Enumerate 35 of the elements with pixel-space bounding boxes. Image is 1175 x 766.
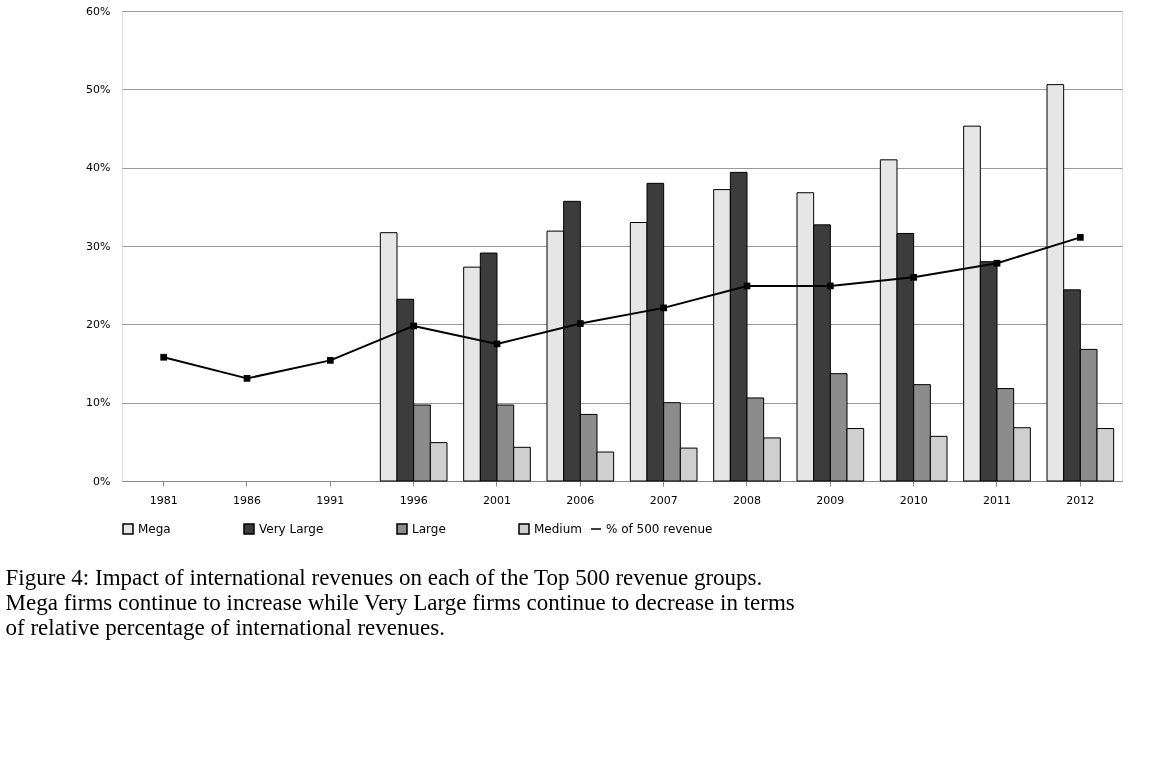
x-tick-label: 1986 [233,493,261,507]
point [993,259,1001,267]
x-tick-label: 2006 [566,493,595,507]
x-tick-label: 2009 [816,493,845,507]
legend-label: Mega [138,522,171,536]
point [910,273,918,281]
x-tick-label: 2001 [483,493,511,507]
x-tick-label: 2012 [1066,493,1095,507]
x-tick-label: 1981 [149,493,178,507]
point [826,282,834,290]
y-tick-label: 50% [86,82,111,96]
legend-label: Large [412,522,446,536]
y-tick-label: 40% [86,161,111,175]
y-tick-label: 60% [86,4,111,18]
point [160,353,168,361]
point [326,357,334,364]
x-tick-label: 2011 [983,493,1011,507]
point [410,322,418,330]
y-tick-label: 30% [86,239,111,253]
point [576,320,584,327]
x-tick-label: 1996 [399,493,428,507]
legend-label: Very Large [259,522,324,536]
legend-label: % of 500 revenue [606,522,713,536]
y-tick-label: 0% [93,474,111,488]
x-tick-label: 2010 [899,493,928,507]
point [660,304,668,312]
x-tick-label: 2008 [733,493,761,507]
y-tick-label: 10% [86,396,111,410]
x-tick-label: 2007 [649,493,678,507]
x-tick-label: 1991 [316,493,345,507]
point [1076,234,1084,241]
point [243,375,251,382]
y-tick-label: 20% [86,317,111,331]
legend-label: Medium [534,522,582,536]
caption: Figure 4: Impact of international revenues on each of the Top 500 revenue groups. Mega firms continue to increase while Very Large firms continue to decrease in terms of relative percentage of international revenues. [5,565,795,640]
